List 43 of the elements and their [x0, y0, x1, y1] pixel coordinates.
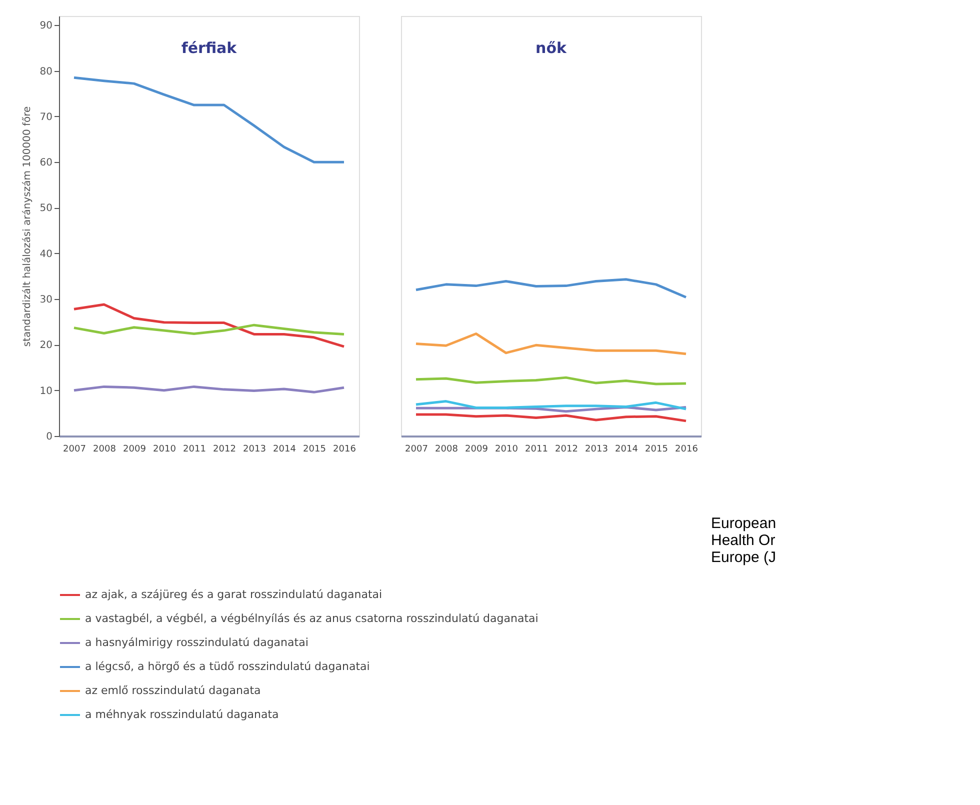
text: European Health Or Europe (J	[711, 515, 776, 566]
text: férfiak	[181, 39, 238, 57]
x-tick-label: 2016	[333, 444, 356, 454]
x-tick-label: 2012	[555, 444, 578, 454]
y-tick-label: 80	[40, 66, 52, 78]
line-series	[72, 76, 346, 164]
legend-label: a hasnyálmirigy rosszindulatú daganatai	[85, 636, 308, 649]
x-tick-label: 2010	[153, 444, 176, 454]
legend-label: a méhnyak rosszindulatú daganata	[85, 708, 279, 721]
x-tick-label: 2007	[63, 444, 86, 454]
y-tick-label: 20	[40, 340, 52, 352]
y-tick-label: 10	[40, 386, 52, 397]
legend-label: a légcső, a hörgő és a tüdő rosszindulatú daganatai	[85, 660, 370, 673]
x-tick-label: 2016	[675, 444, 698, 454]
legend-label: a vastagbél, a végbél, a végbélnyílás és az anus csatorna rosszindulatú daganatai	[85, 612, 538, 625]
x-tick-label: 2013	[243, 444, 266, 454]
y-axis-title: standardizált halálozási arányszám 100000 főre	[22, 106, 33, 347]
x-tick-label: 2009	[465, 444, 488, 454]
x-tick-label: 2008	[435, 444, 458, 454]
y-tick-label: 90	[40, 20, 52, 32]
line-series	[72, 303, 346, 348]
y-tick-label: 40	[40, 248, 52, 260]
x-tick-label: 2011	[525, 444, 548, 454]
x-tick-label: 2015	[303, 444, 326, 454]
y-tick-label: 70	[40, 112, 52, 123]
x-tick-label: 2008	[93, 444, 116, 454]
y-tick-label: 0	[46, 432, 52, 442]
x-tick-label: 2012	[213, 444, 236, 454]
y-tick-label: 50	[40, 203, 52, 214]
x-tick-label: 2015	[645, 444, 668, 454]
text: nők	[536, 39, 568, 57]
x-tick-label: 2009	[123, 444, 146, 454]
legend-label: az ajak, a szájüreg és a garat rosszindulatú daganatai	[85, 588, 382, 601]
y-tick-label: 30	[40, 294, 52, 306]
x-tick-label: 2011	[183, 444, 206, 454]
x-tick-label: 2013	[585, 444, 608, 454]
line-series	[72, 324, 346, 336]
x-tick-label: 2014	[273, 444, 296, 454]
x-tick-label: 2014	[615, 444, 638, 454]
y-tick-label: 60	[40, 158, 52, 169]
x-tick-label: 2007	[405, 444, 428, 454]
x-tick-label: 2010	[495, 444, 518, 454]
legend-label: az emlő rosszindulatú daganata	[85, 684, 261, 697]
